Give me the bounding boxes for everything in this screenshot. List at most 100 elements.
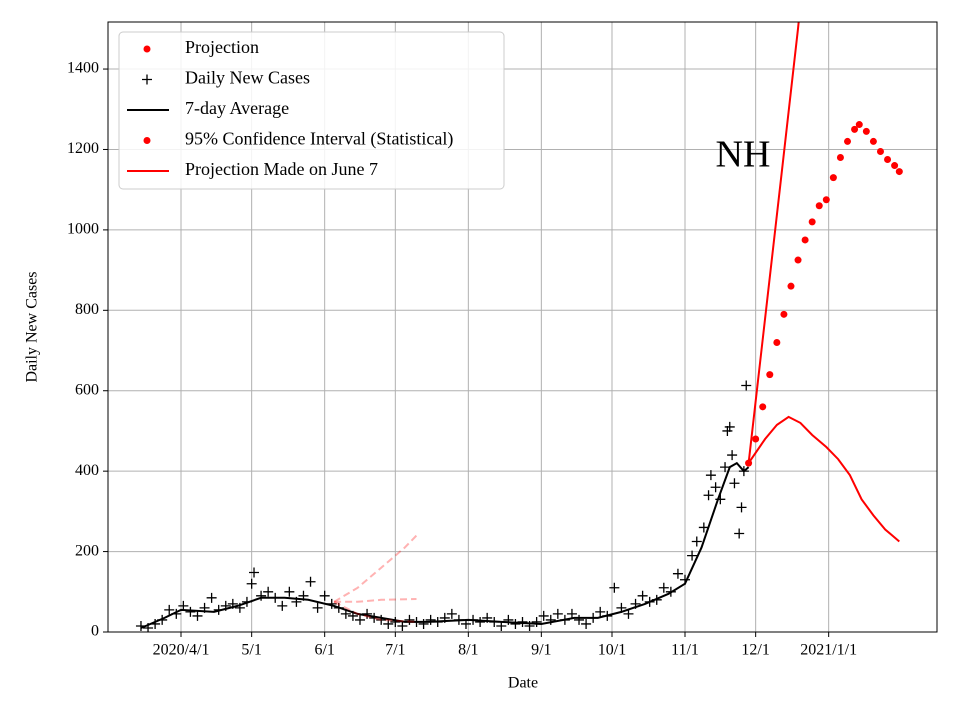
projection-dot: [891, 162, 899, 170]
case-marker: [574, 614, 585, 625]
case-marker: [354, 614, 365, 625]
case-marker: [623, 608, 634, 619]
projection-dot: [836, 154, 844, 162]
projection-dot: [884, 156, 892, 164]
case-marker: [538, 610, 549, 621]
projection-dot: [851, 125, 859, 133]
case-marker: [736, 502, 747, 513]
june-projection-line: [333, 534, 418, 603]
case-marker: [687, 550, 698, 561]
projection-dot: [862, 127, 870, 135]
case-marker: [390, 616, 401, 627]
projection-dot: [780, 310, 788, 318]
projection-dot: [855, 121, 863, 129]
case-marker: [727, 450, 738, 461]
case-marker: [595, 606, 606, 617]
case-marker: [425, 614, 436, 625]
case-marker: [672, 568, 683, 579]
case-marker: [319, 590, 330, 601]
case-marker: [418, 618, 429, 629]
case-marker: [698, 522, 709, 533]
ci-line: [747, 22, 800, 464]
case-marker: [277, 600, 288, 611]
y-axis-label: Daily New Cases: [24, 271, 41, 382]
case-marker: [734, 528, 745, 539]
projection-dot: [815, 202, 823, 210]
legend-label: Projection: [185, 37, 259, 57]
x-tick-label: 6/1: [314, 642, 334, 659]
case-marker: [691, 536, 702, 547]
legend-marker: [143, 45, 151, 53]
y-tick-label: 1000: [67, 221, 99, 238]
y-tick-label: 600: [75, 381, 99, 398]
projection-dot: [787, 282, 795, 290]
case-marker: [566, 608, 577, 619]
case-marker: [256, 590, 267, 601]
x-tick-label: 9/1: [531, 642, 551, 659]
case-marker: [376, 614, 387, 625]
projection-dot: [869, 137, 877, 145]
case-marker: [475, 616, 486, 627]
projection-dot: [876, 147, 884, 155]
case-marker: [531, 616, 542, 627]
legend-marker: [142, 74, 152, 85]
projection-dot: [773, 338, 781, 346]
case-marker: [710, 482, 721, 493]
legend: Projection Daily New Cases 7-day Average 95…: [118, 31, 505, 190]
june-projection-line: [333, 600, 417, 623]
case-marker: [305, 576, 316, 587]
y-tick-label: 400: [75, 462, 99, 479]
x-tick-label: 2020/4/1: [153, 642, 210, 659]
case-marker: [284, 586, 295, 597]
projection-dot: [829, 174, 837, 182]
y-tick-label: 1400: [67, 60, 99, 77]
case-marker: [705, 470, 716, 481]
projection-dot: [844, 137, 852, 145]
projection-dot: [752, 435, 760, 443]
case-marker: [741, 380, 752, 391]
case-marker: [720, 462, 731, 473]
case-marker: [545, 614, 556, 625]
case-marker: [383, 618, 394, 629]
case-marker: [192, 610, 203, 621]
case-marker: [637, 590, 648, 601]
case-marker: [552, 608, 563, 619]
case-marker: [729, 478, 740, 489]
case-marker: [658, 582, 669, 593]
x-tick-label: 10/1: [598, 642, 626, 659]
projection-dot: [808, 218, 816, 226]
annotation: NH: [716, 134, 771, 176]
case-marker: [722, 425, 733, 436]
x-tick-label: 5/1: [241, 642, 261, 659]
legend-marker: [143, 137, 151, 144]
june-projection-line: [334, 598, 417, 603]
legend-box: [118, 31, 505, 190]
case-marker: [312, 602, 323, 613]
case-marker: [397, 620, 408, 631]
y-tick-label: 200: [75, 542, 99, 559]
case-marker: [185, 606, 196, 617]
case-marker: [263, 586, 274, 597]
x-tick-label: 7/1: [385, 642, 405, 659]
case-marker: [404, 614, 415, 625]
projection-dot: [801, 236, 809, 244]
case-marker: [362, 608, 373, 619]
y-tick-label: 0: [91, 623, 99, 640]
case-marker: [206, 592, 217, 603]
case-marker: [609, 582, 620, 593]
legend-label: Daily New Cases: [185, 68, 310, 88]
plot-area: [135, 22, 903, 632]
case-marker: [246, 578, 257, 589]
case-marker: [249, 567, 260, 578]
x-axis-label: Date: [508, 675, 538, 692]
legend-label: Projection Made on June 7: [185, 159, 378, 179]
legend-label: 95% Confidence Interval (Statistical): [185, 129, 453, 150]
case-marker: [581, 618, 592, 629]
average-line: [140, 461, 750, 629]
case-marker: [510, 618, 521, 629]
legend-label: 7-day Average: [185, 98, 289, 118]
axes: 0 200 400 600 800 1000 1200 1400 2020/4/1 5/1 6/1 7…: [67, 60, 857, 659]
case-marker: [446, 608, 457, 619]
case-marker: [703, 490, 714, 501]
